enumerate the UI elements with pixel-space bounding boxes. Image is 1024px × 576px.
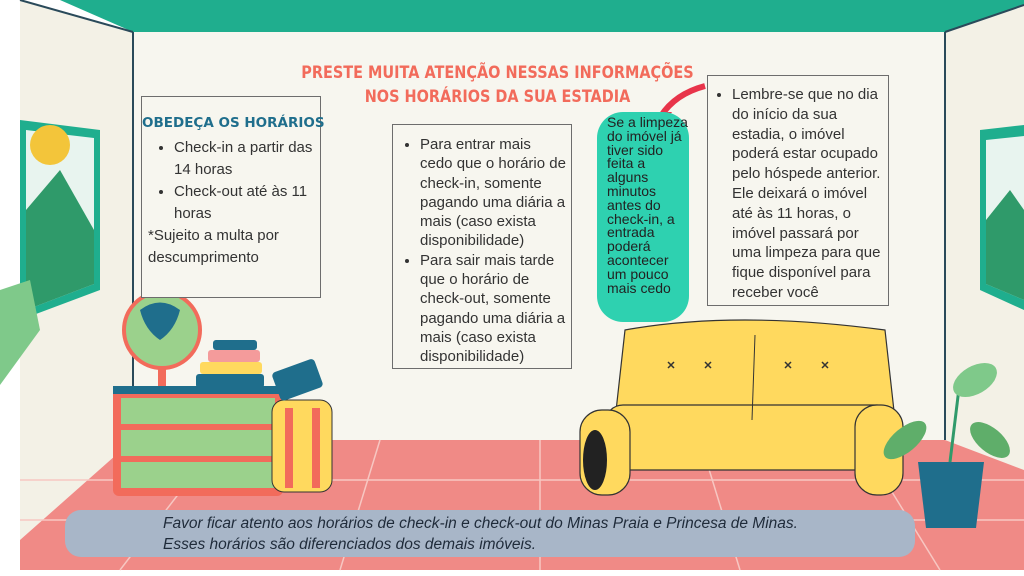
schedule-heading: OBEDEÇA OS HORÁRIOS (142, 115, 325, 131)
schedule-box: OBEDEÇA OS HORÁRIOS Check-in a partir da… (141, 96, 325, 298)
sun-icon (30, 125, 70, 165)
dresser (113, 386, 283, 496)
ceiling (20, 0, 1024, 32)
list-item: Lembre-se que no dia do início da sua es… (732, 85, 886, 303)
books (196, 340, 264, 388)
notice-banner (65, 510, 915, 557)
backpack (271, 359, 333, 493)
early-checkin-callout: Se a limpeza do imóvel já tiver sido fei… (597, 112, 689, 322)
list-item: Para sair mais tarde que o horário de ch… (420, 251, 567, 367)
main-title-line1: PRESTE MUITA ATENÇÃO NESSAS INFORMAÇÕES (301, 63, 694, 83)
list-item: Check-in a partir das 14 horas (174, 137, 320, 181)
reminder-box: Lembre-se que no dia do início da sua es… (707, 75, 889, 306)
globe (122, 290, 202, 386)
extra-hours-box: Para entrar mais cedo que o horário de c… (392, 124, 572, 369)
potted-plant (883, 362, 1010, 528)
notice-banner-text: Favor ficar atento aos horários de check… (163, 513, 798, 555)
notice-line2: Esses horários são diferenciados dos dem… (163, 536, 537, 553)
left-window (20, 120, 100, 320)
penalty-note: *Sujeito a multa por descumprimento (148, 226, 279, 266)
sofa (579, 319, 904, 496)
main-title-line2: NOS HORÁRIOS DA SUA ESTADIA (364, 87, 631, 107)
list-item: Para entrar mais cedo que o horário de c… (420, 135, 567, 251)
right-window (980, 125, 1024, 310)
list-item: Check-out até às 11 horas (174, 181, 320, 225)
notice-line1: Favor ficar atento aos horários de check… (163, 515, 798, 532)
